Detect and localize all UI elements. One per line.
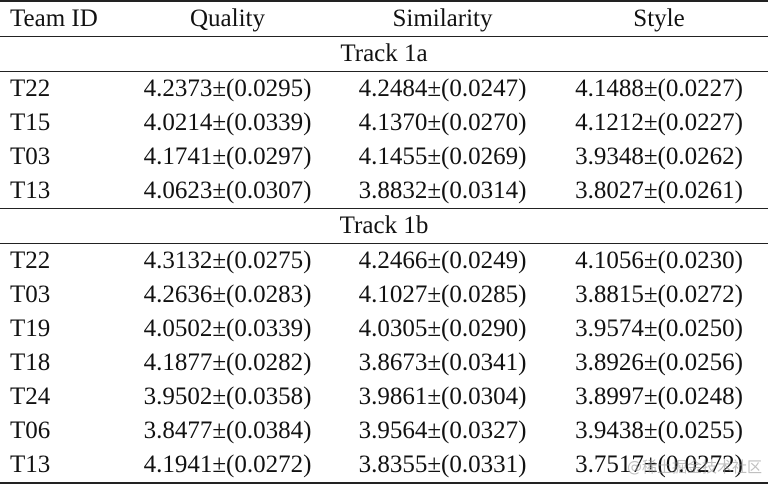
section-title: Track 1a: [0, 36, 768, 72]
score-cell: 4.1027±(0.0285): [358, 281, 527, 308]
score-cell: 3.9438±(0.0255): [575, 417, 743, 444]
score-cell: 3.7517±(0.0272): [550, 448, 768, 484]
score-cell: 3.9564±(0.0327): [358, 417, 527, 444]
table-row: T13 4.0623±(0.0307) 3.8832±(0.0314) 3.8027±…: [0, 174, 768, 209]
score-cell: 4.2373±(0.0295): [143, 75, 312, 102]
score-cell: 4.2484±(0.0247): [358, 75, 527, 102]
score-cell: 4.1370±(0.0270): [358, 109, 527, 136]
score-cell: 4.1877±(0.0282): [143, 349, 312, 376]
table-row: T22 4.2373±(0.0295) 4.2484±(0.0247) 4.1488±…: [0, 72, 768, 107]
score-cell: 3.8477±(0.0384): [143, 417, 312, 444]
score-cell: 4.1056±(0.0230): [575, 247, 743, 274]
score-cell: 3.8832±(0.0314): [358, 177, 527, 204]
score-cell: 4.2636±(0.0283): [143, 281, 312, 308]
score-cell: 3.8355±(0.0331): [335, 448, 550, 484]
score-cell: 4.1212±(0.0227): [575, 109, 743, 136]
team-id: T13: [0, 448, 120, 484]
score-cell: 3.8997±(0.0248): [575, 383, 743, 410]
score-cell: 4.0623±(0.0307): [143, 177, 312, 204]
score-cell: 4.0502±(0.0339): [143, 315, 312, 342]
team-id: T18: [10, 349, 51, 376]
table-row: T19 4.0502±(0.0339) 4.0305±(0.0290) 3.9574±…: [0, 312, 768, 346]
team-id: T22: [10, 247, 51, 274]
score-cell: 4.1941±(0.0272): [120, 448, 335, 484]
header-row: Team ID Quality Similarity Style: [0, 0, 768, 37]
score-cell: 3.9574±(0.0250): [575, 315, 743, 342]
score-cell: 4.3132±(0.0275): [143, 247, 312, 274]
score-cell: 3.8673±(0.0341): [358, 349, 527, 376]
score-cell: 3.8815±(0.0272): [575, 281, 743, 308]
score-cell: 4.0305±(0.0290): [358, 315, 527, 342]
section-row: Track 1b: [0, 208, 768, 244]
table-body: Track 1a T22 4.2373±(0.0295) 4.2484±(0.0247…: [0, 36, 768, 484]
watermark: @稀土掘金技术社区: [626, 458, 762, 476]
score-cell: 3.8027±(0.0261): [575, 177, 743, 204]
score-cell: 3.9348±(0.0262): [575, 143, 743, 170]
team-id: T15: [10, 109, 51, 136]
column-header: Team ID: [0, 0, 120, 37]
score-cell: 4.2466±(0.0249): [358, 247, 527, 274]
table-row: T03 4.2636±(0.0283) 4.1027±(0.0285) 3.8815±…: [0, 278, 768, 312]
column-header: Quality: [120, 0, 335, 37]
table-row: T24 3.9502±(0.0358) 3.9861±(0.0304) 3.8997±…: [0, 380, 768, 414]
section-row: Track 1a: [0, 36, 768, 72]
team-id: T03: [10, 143, 51, 170]
score-cell: 4.1488±(0.0227): [575, 75, 743, 102]
score-cell: 4.1741±(0.0297): [143, 143, 312, 170]
score-cell: 3.8926±(0.0256): [575, 349, 743, 376]
team-id: T19: [10, 315, 51, 342]
score-cell: 3.9502±(0.0358): [143, 383, 312, 410]
table-row: T22 4.3132±(0.0275) 4.2466±(0.0249) 4.1056±…: [0, 244, 768, 279]
section-title: Track 1b: [0, 208, 768, 244]
team-id: T03: [10, 281, 51, 308]
table-row: T13 4.1941±(0.0272) 3.8355±(0.0331) 3.7517±…: [0, 448, 768, 484]
team-id: T24: [10, 383, 51, 410]
team-id: T22: [10, 75, 51, 102]
table-row: T03 4.1741±(0.0297) 4.1455±(0.0269) 3.9348±…: [0, 140, 768, 174]
team-id: T06: [10, 417, 51, 444]
table-row: T18 4.1877±(0.0282) 3.8673±(0.0341) 3.8926±…: [0, 346, 768, 380]
table-row: T06 3.8477±(0.0384) 3.9564±(0.0327) 3.9438±…: [0, 414, 768, 448]
score-cell: 3.9861±(0.0304): [358, 383, 527, 410]
score-cell: 4.1455±(0.0269): [358, 143, 527, 170]
score-cell: 4.0214±(0.0339): [143, 109, 312, 136]
column-header: Style: [550, 0, 768, 37]
column-header: Similarity: [335, 0, 550, 37]
table-row: T15 4.0214±(0.0339) 4.1370±(0.0270) 4.1212±…: [0, 106, 768, 140]
team-id: T13: [10, 177, 51, 204]
